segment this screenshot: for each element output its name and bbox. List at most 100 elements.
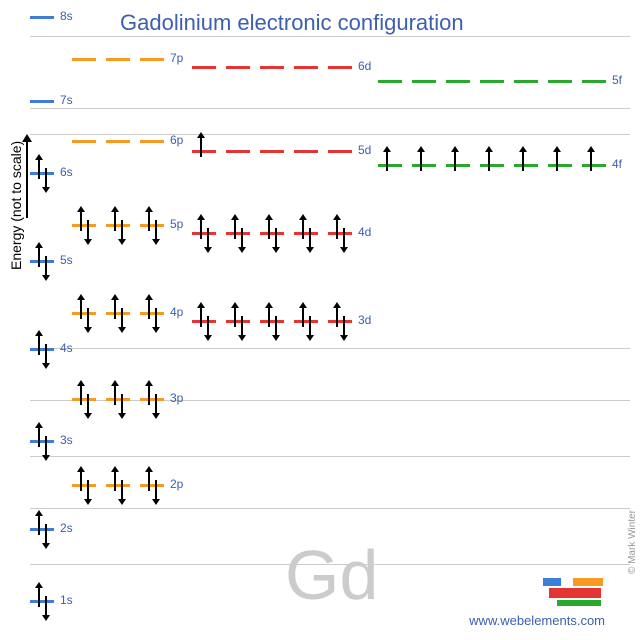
orbital-3d [226, 320, 250, 323]
orbital-label: 5f [612, 73, 622, 87]
orbital-5d [192, 150, 216, 153]
orbital-4p [106, 312, 130, 315]
orbital-3d [294, 320, 318, 323]
orbital-4f [548, 164, 572, 167]
orbital-label: 1s [60, 593, 73, 607]
electron-up-icon [148, 385, 150, 405]
electron-up-icon [386, 151, 388, 171]
orbital-5d [226, 150, 250, 153]
orbital-label: 5p [170, 217, 183, 231]
orbital-6d [260, 66, 284, 69]
electron-down-icon [45, 256, 47, 276]
electron-up-icon [114, 385, 116, 405]
orbital-5f [412, 80, 436, 83]
gridline [30, 456, 630, 457]
electron-up-icon [268, 219, 270, 239]
electron-down-icon [45, 596, 47, 616]
electron-up-icon [38, 247, 40, 267]
electron-up-icon [336, 219, 338, 239]
electron-down-icon [207, 316, 209, 336]
electron-down-icon [45, 436, 47, 456]
orbital-label: 8s [60, 9, 73, 23]
gridline [30, 348, 630, 349]
electron-up-icon [590, 151, 592, 171]
orbital-4f [446, 164, 470, 167]
orbital-3d [260, 320, 284, 323]
orbital-4f [582, 164, 606, 167]
orbital-5f [480, 80, 504, 83]
electron-down-icon [155, 480, 157, 500]
orbital-6p [140, 140, 164, 143]
electron-up-icon [454, 151, 456, 171]
electron-down-icon [45, 344, 47, 364]
electron-up-icon [38, 335, 40, 355]
legend-p-icon [573, 578, 603, 586]
electron-up-icon [80, 471, 82, 491]
orbital-label: 5s [60, 253, 73, 267]
electron-down-icon [343, 228, 345, 248]
orbital-label: 6d [358, 59, 371, 73]
orbital-6d [226, 66, 250, 69]
orbital-4f [480, 164, 504, 167]
electron-down-icon [241, 228, 243, 248]
electron-up-icon [200, 137, 202, 157]
orbital-4f [378, 164, 402, 167]
electron-up-icon [420, 151, 422, 171]
gridline [30, 508, 630, 509]
legend-block [543, 578, 605, 608]
orbital-5s [30, 260, 54, 263]
orbital-5f [378, 80, 402, 83]
orbital-4p [140, 312, 164, 315]
orbital-5p [106, 224, 130, 227]
electron-up-icon [38, 159, 40, 179]
orbital-4d [192, 232, 216, 235]
electron-up-icon [80, 385, 82, 405]
orbital-4d [260, 232, 284, 235]
orbital-3d [192, 320, 216, 323]
gridline [30, 108, 630, 109]
electron-up-icon [38, 427, 40, 447]
electron-up-icon [114, 211, 116, 231]
gridline [30, 36, 630, 37]
electron-down-icon [87, 480, 89, 500]
electron-up-icon [234, 307, 236, 327]
orbital-6d [294, 66, 318, 69]
electron-up-icon [114, 299, 116, 319]
orbital-4f [514, 164, 538, 167]
orbital-label: 7p [170, 51, 183, 65]
electron-down-icon [121, 480, 123, 500]
electron-up-icon [80, 211, 82, 231]
orbital-7p [140, 58, 164, 61]
electron-up-icon [38, 515, 40, 535]
orbital-label: 4d [358, 225, 371, 239]
orbital-label: 4p [170, 305, 183, 319]
orbital-3p [140, 398, 164, 401]
electron-up-icon [114, 471, 116, 491]
electron-up-icon [148, 299, 150, 319]
electron-up-icon [200, 219, 202, 239]
orbital-2p [140, 484, 164, 487]
electron-up-icon [268, 307, 270, 327]
gridline [30, 564, 630, 565]
orbital-5d [260, 150, 284, 153]
electron-down-icon [309, 316, 311, 336]
energy-arrow-icon [26, 140, 28, 218]
orbital-label: 3s [60, 433, 73, 447]
orbital-label: 6p [170, 133, 183, 147]
orbital-6d [192, 66, 216, 69]
electron-down-icon [241, 316, 243, 336]
electron-down-icon [45, 168, 47, 188]
orbital-8s [30, 16, 54, 19]
orbital-2p [106, 484, 130, 487]
electron-down-icon [343, 316, 345, 336]
orbital-6d [328, 66, 352, 69]
electron-up-icon [148, 211, 150, 231]
orbital-7s [30, 100, 54, 103]
orbital-label: 3d [358, 313, 371, 327]
electron-up-icon [302, 307, 304, 327]
orbital-4d [226, 232, 250, 235]
electron-up-icon [80, 299, 82, 319]
electron-down-icon [275, 316, 277, 336]
orbital-2p [72, 484, 96, 487]
electron-up-icon [234, 219, 236, 239]
